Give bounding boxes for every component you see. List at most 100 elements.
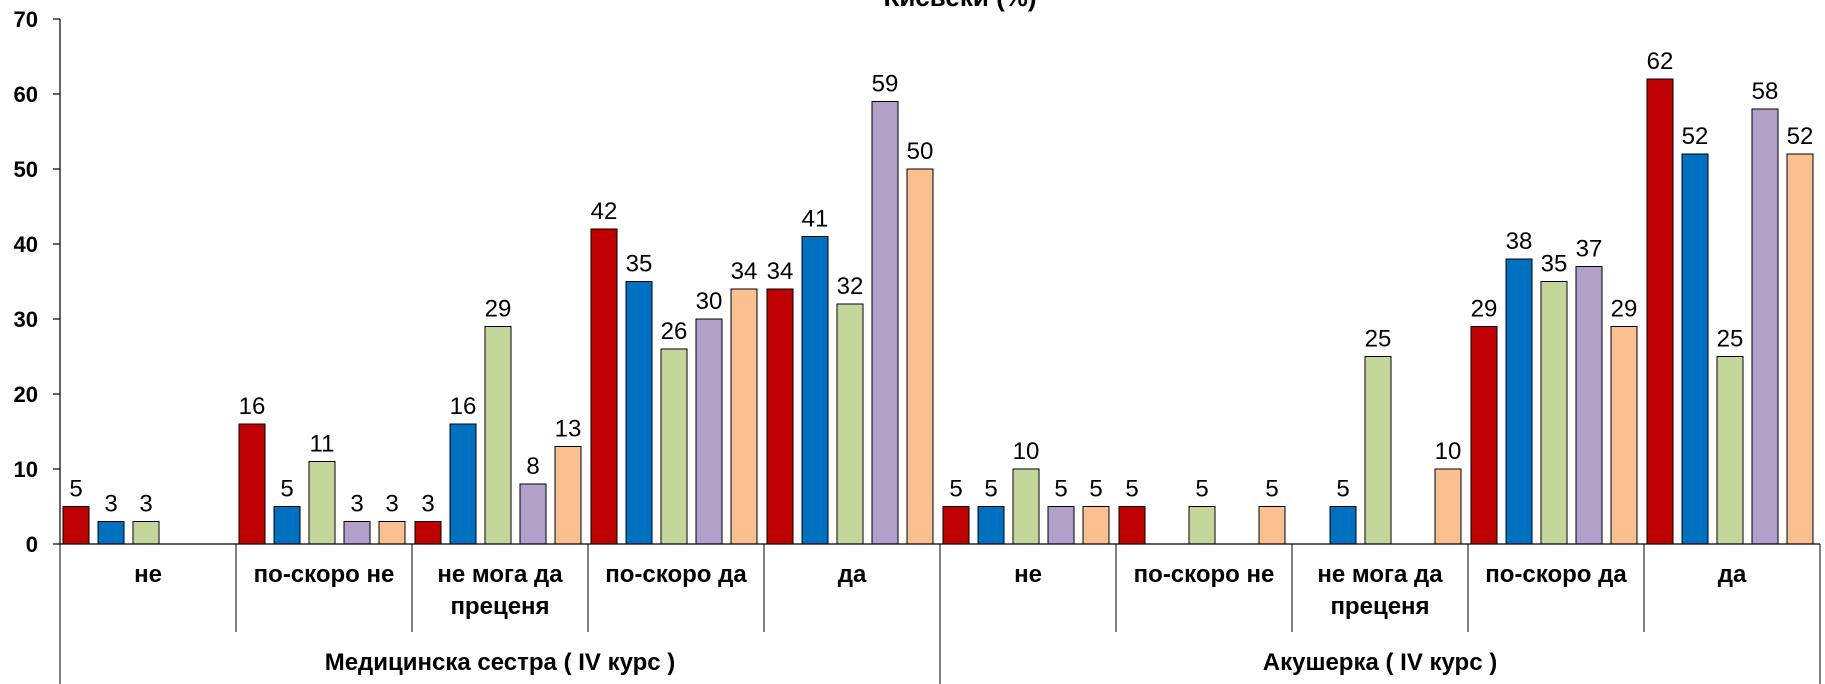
bar: [660, 348, 688, 545]
data-label: 52: [1787, 123, 1814, 150]
data-label: 5: [1265, 476, 1278, 503]
data-label: 3: [385, 491, 398, 518]
data-label: 5: [69, 476, 82, 503]
data-label: 29: [1611, 296, 1638, 323]
bar: [1786, 153, 1814, 545]
bar: [942, 506, 970, 545]
bar: [977, 506, 1005, 545]
data-label: 11: [310, 431, 335, 458]
bar: [1681, 153, 1709, 545]
bar: [766, 288, 794, 545]
data-label: 3: [421, 491, 434, 518]
bar: [308, 461, 336, 545]
bar: [1364, 356, 1392, 545]
bar: [1118, 506, 1146, 545]
data-label: 5: [1195, 476, 1208, 503]
data-label: 16: [450, 393, 477, 420]
data-label: 42: [591, 198, 618, 225]
bar: [1258, 506, 1286, 545]
category-label: по-скоро не: [1134, 561, 1275, 588]
bar: [625, 281, 653, 545]
bar: [1047, 506, 1075, 545]
bar: [1575, 266, 1603, 545]
y-tick-label: 70: [14, 7, 38, 32]
data-label: 29: [485, 296, 512, 323]
category-label: да: [1718, 561, 1747, 588]
data-label: 58: [1752, 78, 1779, 105]
data-label: 34: [731, 258, 758, 285]
category-label: преценя: [1330, 593, 1429, 620]
chart-title: Кисвеки (%): [883, 0, 1036, 12]
data-label: 59: [872, 71, 899, 98]
data-label: 13: [555, 416, 582, 443]
data-label: 25: [1365, 326, 1392, 353]
data-label: 5: [1125, 476, 1138, 503]
bar: [1610, 326, 1638, 545]
category-label: не мога да: [437, 561, 563, 588]
data-label: 10: [1435, 438, 1462, 465]
data-label: 8: [526, 453, 539, 480]
data-label: 32: [837, 273, 864, 300]
bar: [695, 318, 723, 545]
data-label: 3: [104, 491, 117, 518]
bar: [378, 521, 406, 545]
data-label: 5: [1089, 476, 1102, 503]
data-label: 35: [626, 251, 653, 278]
bar: [1505, 258, 1533, 545]
bar: [871, 101, 899, 545]
data-label: 62: [1647, 48, 1674, 75]
bar: [1188, 506, 1216, 545]
bar: [1082, 506, 1110, 545]
y-axis: 0 10 20 30 40 50 60 70: [14, 7, 61, 557]
data-label: 5: [1336, 476, 1349, 503]
category-label: по-скоро да: [1485, 561, 1627, 588]
data-label: 5: [949, 476, 962, 503]
bar: [519, 483, 547, 545]
data-label: 5: [280, 476, 293, 503]
y-tick-label: 40: [14, 232, 38, 257]
y-tick-label: 30: [14, 307, 38, 332]
bar: [273, 506, 301, 545]
bar: [906, 168, 934, 545]
bars: [62, 78, 1814, 545]
bar: [1540, 281, 1568, 545]
data-label: 38: [1506, 228, 1533, 255]
bar: [1012, 468, 1040, 545]
category-label: по-скоро да: [605, 561, 747, 588]
category-label: по-скоро не: [254, 561, 395, 588]
data-label: 5: [1054, 476, 1067, 503]
bar: [238, 423, 266, 545]
y-tick-label: 50: [14, 157, 38, 182]
category-label: не мога да: [1317, 561, 1443, 588]
bar: [449, 423, 477, 545]
data-label: 3: [350, 491, 363, 518]
data-label: 5: [984, 476, 997, 503]
bar: [1470, 326, 1498, 545]
bar: [97, 521, 125, 545]
data-label: 25: [1717, 326, 1744, 353]
bar: [62, 506, 90, 545]
bar: [1434, 468, 1462, 545]
category-label: преценя: [450, 593, 549, 620]
bar: [730, 288, 758, 545]
category-label: да: [838, 561, 867, 588]
data-label: 34: [767, 258, 794, 285]
category-label: не: [134, 561, 162, 588]
group-label: Медицинска сестра ( IV курс ): [325, 649, 676, 676]
bar: [484, 326, 512, 545]
bar: [1751, 108, 1779, 545]
group-label: Акушерка ( IV курс ): [1263, 649, 1497, 676]
data-label: 41: [802, 206, 829, 233]
data-label: 50: [907, 138, 934, 165]
y-tick-label: 10: [14, 457, 38, 482]
bar: [1646, 78, 1674, 545]
bar: [836, 303, 864, 545]
data-label: 35: [1541, 251, 1568, 278]
data-label: 10: [1013, 438, 1040, 465]
data-label: 16: [239, 393, 266, 420]
bar: [343, 521, 371, 545]
bar: [801, 236, 829, 545]
category-label: не: [1014, 561, 1042, 588]
